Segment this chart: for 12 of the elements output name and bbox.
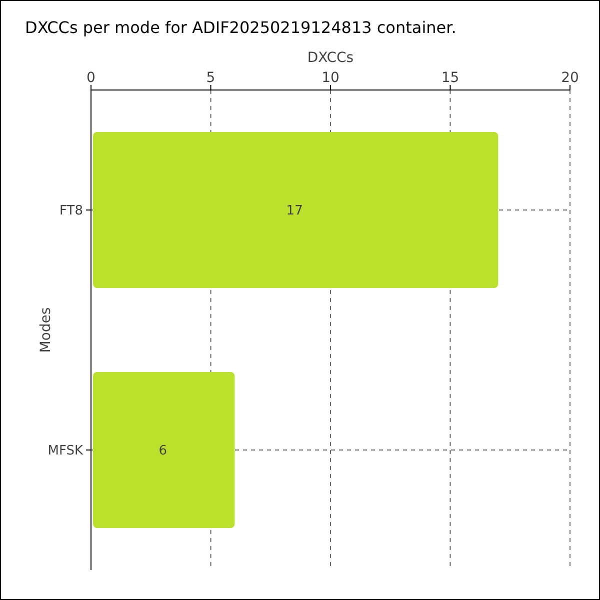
chart-title: DXCCs per mode for ADIF20250219124813 container. bbox=[25, 18, 456, 37]
y-tick-label: MFSK bbox=[48, 444, 84, 459]
x-tick-label: 15 bbox=[441, 70, 460, 86]
x-tick-label: 0 bbox=[86, 70, 96, 86]
x-tick-label: 20 bbox=[561, 70, 579, 86]
data-label: 17 bbox=[286, 204, 303, 219]
y-axis-title: Modes bbox=[38, 307, 54, 353]
data-label: 6 bbox=[158, 444, 167, 459]
y-tick-label: FT8 bbox=[60, 204, 83, 219]
x-axis-title: DXCCs bbox=[307, 50, 354, 66]
x-tick-label: 10 bbox=[322, 70, 340, 86]
x-tick-label: 5 bbox=[206, 70, 216, 86]
